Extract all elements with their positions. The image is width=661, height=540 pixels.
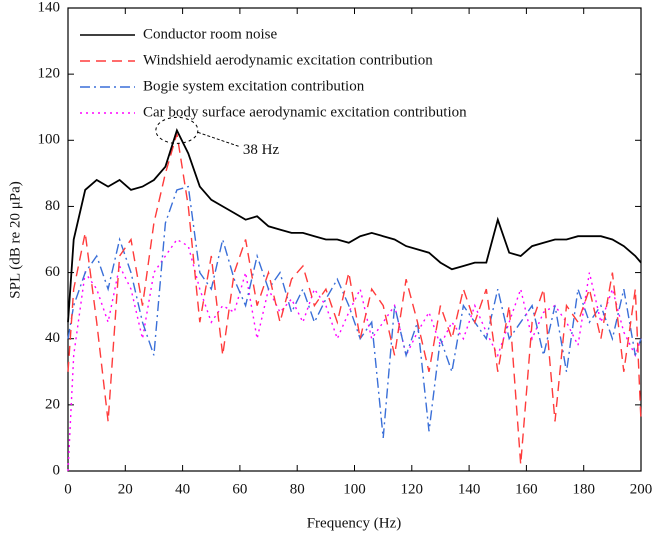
series-line [67, 127, 642, 323]
legend-label: Conductor room noise [143, 26, 277, 42]
x-tick-label: 140 [458, 481, 481, 497]
series-line [67, 238, 642, 472]
x-tick-label: 80 [290, 481, 305, 497]
annotation-text: 38 Hz [243, 142, 280, 158]
y-axis-label: SPL (dB re 20 μPa) [7, 181, 23, 298]
series-line [67, 185, 642, 438]
x-axis-label: Frequency (Hz) [307, 515, 402, 531]
y-tick-label: 20 [45, 396, 60, 412]
x-tick-label: 180 [572, 481, 595, 497]
y-tick-label: 140 [38, 0, 61, 15]
y-tick-label: 0 [53, 462, 61, 478]
plot-frame [67, 7, 642, 472]
x-tick-label: 100 [343, 481, 366, 497]
legend-label: Windshield aerodynamic excitation contri… [143, 52, 433, 68]
annotation-ellipse [155, 116, 199, 144]
annotation-leader [197, 131, 240, 147]
y-tick-label: 80 [45, 198, 60, 214]
y-tick-label: 40 [45, 330, 60, 346]
y-tick-label: 120 [38, 66, 61, 82]
legend-label: Bogie system excitation contribution [143, 78, 365, 94]
y-tick-label: 100 [38, 132, 61, 148]
x-tick-label: 0 [64, 481, 72, 497]
x-tick-label: 120 [401, 481, 424, 497]
x-tick-label: 20 [118, 481, 133, 497]
legend-label: Car body surface aerodynamic excitation … [143, 104, 467, 120]
x-tick-label: 200 [630, 481, 653, 497]
x-tick-label: 40 [175, 481, 190, 497]
x-tick-label: 160 [515, 481, 538, 497]
x-tick-label: 60 [232, 481, 247, 497]
y-tick-label: 60 [45, 264, 60, 280]
series-line [67, 133, 642, 465]
